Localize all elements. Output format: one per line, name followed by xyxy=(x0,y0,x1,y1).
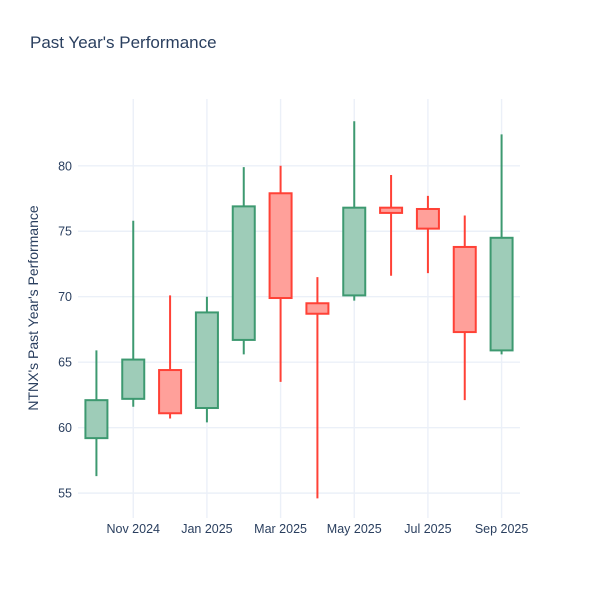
candle-apr-2025[interactable] xyxy=(305,277,330,499)
candle-jan-2025[interactable] xyxy=(194,296,219,423)
candle-dec-2024[interactable] xyxy=(158,295,183,419)
y-tick-label: 60 xyxy=(58,421,72,435)
y-tick-label: 70 xyxy=(58,290,72,304)
candle-body xyxy=(121,358,146,400)
y-tick-label: 80 xyxy=(58,159,72,173)
candle-body xyxy=(415,207,440,230)
candle-jun-2025[interactable] xyxy=(379,174,404,276)
y-tick-label: 55 xyxy=(58,487,72,501)
x-tick-label: Sep 2025 xyxy=(475,522,529,536)
candle-body xyxy=(194,311,219,410)
x-tick-label: Jul 2025 xyxy=(404,522,451,536)
candle-nov-2024[interactable] xyxy=(121,220,146,407)
candle-sep-2025[interactable] xyxy=(489,134,514,355)
candle-body xyxy=(489,236,514,352)
candle-body xyxy=(231,205,256,341)
candle-body xyxy=(342,206,367,297)
chart-title: Past Year's Performance xyxy=(30,33,217,52)
label-layer: 55 60 65 70 75 80 Nov 2024 Jan 2025 Mar 2025 May … xyxy=(58,159,528,536)
candle-jul-2025[interactable] xyxy=(415,195,440,274)
candle-mar-2025[interactable] xyxy=(268,165,293,382)
candle-body xyxy=(84,399,109,440)
candle-body xyxy=(379,206,404,214)
candle-body xyxy=(158,369,183,415)
x-tick-label: Jan 2025 xyxy=(181,522,232,536)
candle-body xyxy=(305,302,330,315)
candle-oct-2024[interactable] xyxy=(84,350,109,477)
x-tick-label: Nov 2024 xyxy=(106,522,160,536)
y-tick-label: 65 xyxy=(58,356,72,370)
y-axis-title: NTNX's Past Year's Performance xyxy=(25,205,41,411)
x-tick-label: Mar 2025 xyxy=(254,522,307,536)
y-tick-label: 75 xyxy=(58,225,72,239)
candle-body xyxy=(452,245,477,334)
x-tick-label: May 2025 xyxy=(327,522,382,536)
candle-aug-2025[interactable] xyxy=(452,215,477,401)
candle-feb-2025[interactable] xyxy=(231,167,256,355)
candle-layer xyxy=(84,121,514,499)
candle-may-2025[interactable] xyxy=(342,121,367,301)
candle-body xyxy=(268,192,293,300)
